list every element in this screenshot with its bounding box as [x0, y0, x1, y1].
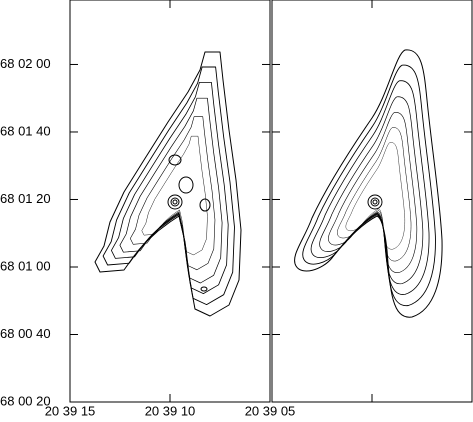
contour — [167, 194, 183, 210]
contour — [168, 154, 182, 166]
contour — [319, 96, 424, 285]
left-panel — [69, 0, 271, 403]
contour — [199, 198, 211, 212]
contour — [370, 197, 380, 207]
contours — [294, 49, 443, 318]
y-tick-label: 68 00 40 — [0, 326, 51, 341]
y-tick-label: 68 00 20 — [0, 393, 51, 408]
y-tick-label: 68 01 40 — [0, 123, 51, 138]
contour — [337, 127, 412, 262]
contour — [94, 51, 242, 317]
contour — [200, 286, 208, 292]
x-tick-label: 20 39 10 — [145, 403, 196, 418]
contour — [172, 199, 178, 205]
y-tick-label: 68 01 00 — [0, 258, 51, 273]
contour — [170, 197, 180, 207]
contour — [302, 64, 436, 307]
contour — [367, 194, 383, 210]
panel-frame — [69, 0, 271, 403]
contour — [102, 66, 235, 306]
y-tick-label: 68 02 00 — [0, 56, 51, 71]
panel-frame — [271, 0, 473, 403]
contour — [294, 49, 443, 318]
x-tick-label: 20 39 15 — [45, 403, 96, 418]
contour — [310, 80, 430, 295]
right-panel — [271, 0, 473, 403]
y-tick-label: 68 01 20 — [0, 191, 51, 206]
contour — [372, 199, 378, 205]
contours — [94, 51, 242, 317]
contour — [110, 82, 229, 295]
contour — [178, 176, 194, 194]
x-tick-label: 20 39 05 — [245, 403, 296, 418]
